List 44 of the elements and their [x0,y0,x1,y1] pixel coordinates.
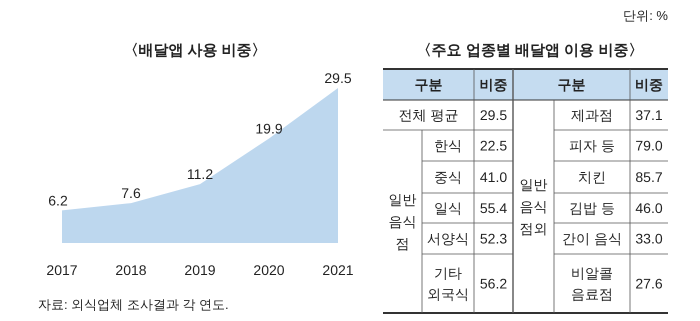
data-label: 41.0 [480,169,508,185]
text: 단위: % [623,8,668,22]
data-label: 22.5 [480,138,508,154]
category-label: 일식 [434,200,462,216]
category-label: 한식 [434,138,462,154]
text: 〈주요 업종별 배달앱 이용 비중〉 [416,42,644,58]
chart-title: 〈배달앱 사용 비중〉 [123,42,267,58]
text: 일반 음식 점 [388,192,416,252]
text: 구분 [414,76,442,92]
category-label: 전체 평균 [398,107,458,123]
x-tick-label: 2017 [46,262,78,278]
category-label: 중식 [434,169,462,185]
data-label: 19.9 [255,120,283,136]
category-label: 치킨 [578,169,606,185]
data-label: 29.5 [480,107,508,123]
category-label: 피자 등 [569,138,615,154]
category-label: 기타 외국식 [427,265,469,302]
x-tick-label: 2019 [184,262,216,278]
data-label: 56.2 [480,276,508,292]
text: 구분 [558,76,586,92]
data-label: 37.1 [635,107,663,123]
category-label: 서양식 [427,230,469,246]
data-label: 52.3 [480,230,508,246]
text: 자료: 외식업체 조사결과 각 연도. [38,296,229,312]
x-tick-label: 2021 [322,262,354,278]
category-label: 제과점 [571,107,613,123]
x-tick-label: 2020 [253,262,285,278]
data-label: 46.0 [635,200,663,216]
x-tick-label: 2018 [115,262,147,278]
category-label: 비알콜 음료점 [571,265,613,302]
data-label: 29.5 [324,70,352,86]
data-label: 33.0 [635,230,663,246]
data-label: 55.4 [480,200,508,216]
data-label: 85.7 [635,169,663,185]
text: 비중 [635,76,663,92]
data-label: 11.2 [186,166,214,182]
data-label: 6.2 [48,192,68,208]
data-label: 7.6 [121,185,141,202]
data-label: 27.6 [635,276,663,292]
category-label: 간이 음식 [562,230,622,246]
category-label: 김밥 등 [569,200,615,216]
data-label: 79.0 [635,138,663,154]
text: 일반 음식 점외 [520,176,548,236]
text: 비중 [480,76,508,92]
